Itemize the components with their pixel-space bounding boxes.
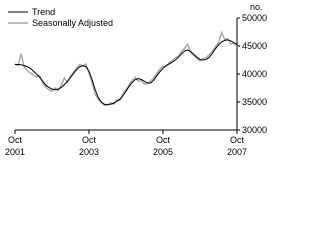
x-tick-label: Oct 2007 (227, 135, 247, 157)
x-tick-label: Oct 2001 (5, 135, 25, 157)
series-line (15, 39, 238, 106)
chart: no. 30000 35000 40000 45000 50000 Oct 2001 Oct 2… (5, 2, 267, 157)
y-tick-label: 30000 (242, 125, 267, 135)
y-tick-label: 45000 (242, 41, 267, 51)
series-line (14, 30, 238, 107)
y-tick-label: 50000 (242, 13, 267, 23)
x-tick-label: Oct 2003 (79, 135, 99, 157)
y-axis-label: no. (250, 2, 263, 12)
y-tick-label: 35000 (242, 97, 267, 107)
y-tick-label: 40000 (242, 69, 267, 79)
x-tick-label: Oct 2005 (153, 135, 173, 157)
legend-label: Trend (32, 7, 55, 17)
legend-label: Seasonally Adjusted (32, 18, 113, 28)
page: {"chart_data": { "type": "line", "y_axis… (4, 2, 268, 157)
